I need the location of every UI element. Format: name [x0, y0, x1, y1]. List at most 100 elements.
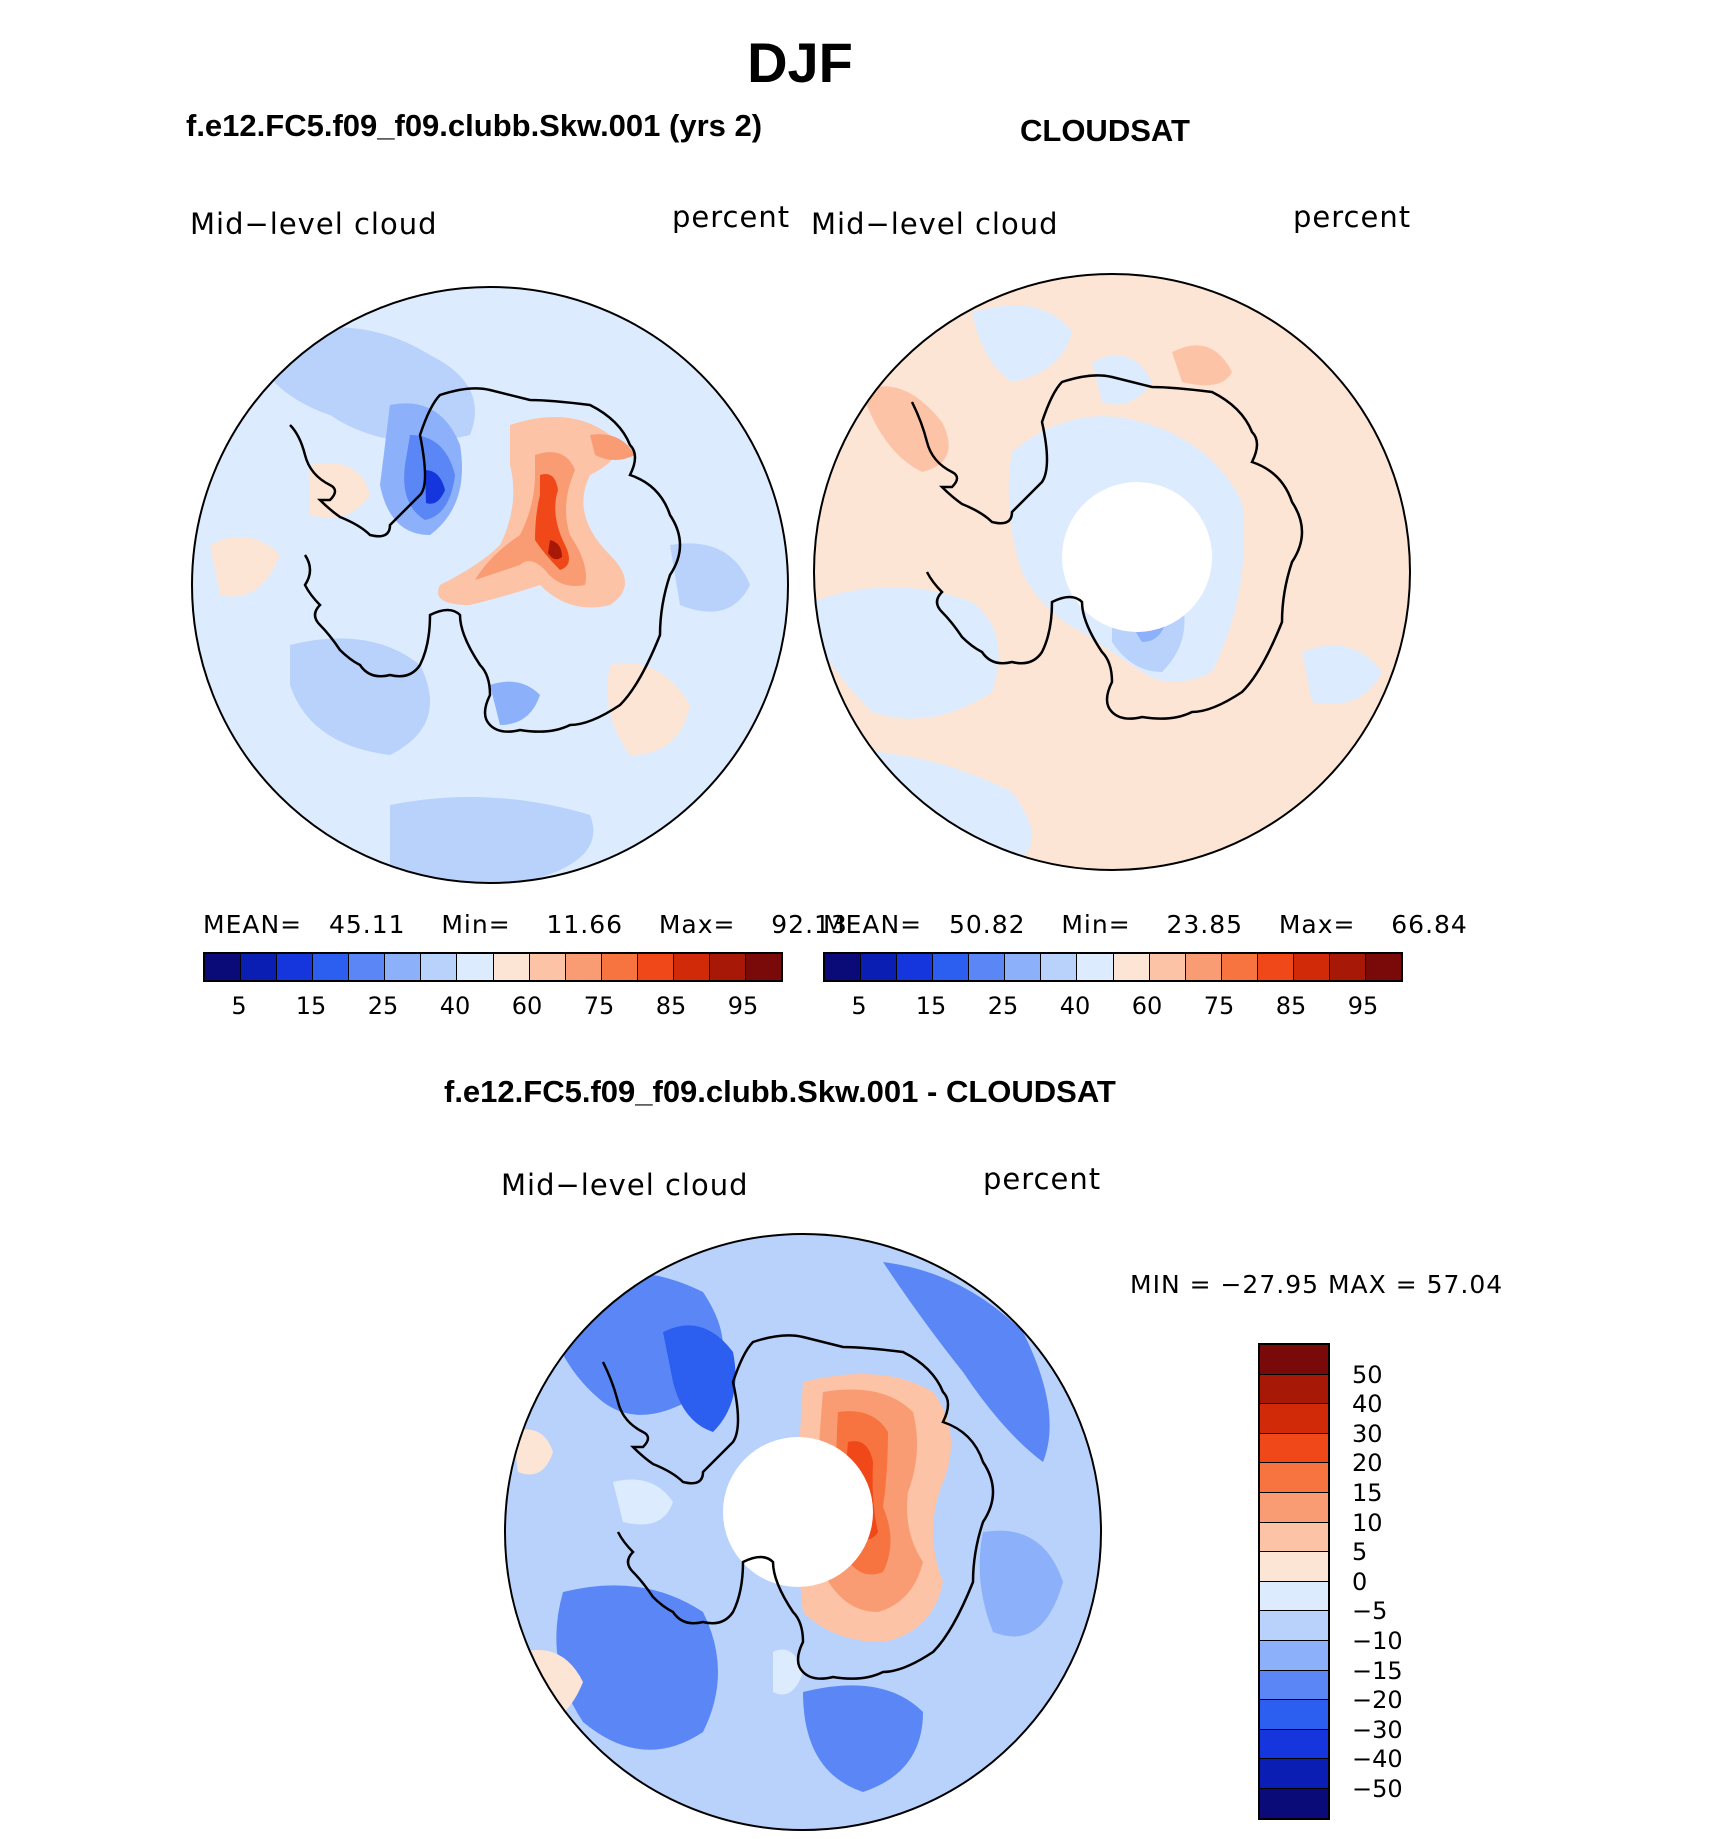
colorbar-tick-label: 15 — [1352, 1479, 1383, 1507]
colorbar-swatch — [1260, 1759, 1328, 1789]
colorbar-swatch — [861, 954, 898, 980]
colorbar-tick-label: 15 — [915, 992, 947, 1020]
model-panel-title: f.e12.FC5.f09_f09.clubb.Skw.001 (yrs 2) — [186, 108, 763, 143]
obs-polar-map — [813, 273, 1411, 871]
colorbar-swatch — [709, 954, 746, 980]
obs-panel-title: CLOUDSAT — [1020, 113, 1190, 148]
colorbar-tick-label: 75 — [583, 992, 615, 1020]
colorbar-swatch — [205, 954, 242, 980]
obs-colorbar — [823, 952, 1403, 982]
colorbar-swatch — [1365, 954, 1401, 980]
colorbar-tick-label: 50 — [1352, 1360, 1383, 1389]
diff-minmax: MIN = −27.95 MAX = 57.04 — [1130, 1270, 1504, 1299]
model-mean-value: 45.11 — [328, 910, 406, 939]
colorbar-swatch — [1257, 954, 1294, 980]
obs-stats: MEAN= 50.82 Min= 23.85 Max= 66.84 — [823, 910, 1468, 939]
model-polar-map — [191, 286, 789, 884]
colorbar-tick-label: 25 — [987, 992, 1019, 1020]
colorbar-swatch — [1329, 954, 1366, 980]
colorbar-swatch — [745, 954, 781, 980]
figure-title: DJF — [747, 31, 853, 94]
obs-mean-value: 50.82 — [948, 910, 1026, 939]
colorbar-swatch — [493, 954, 530, 980]
colorbar-swatch — [933, 954, 970, 980]
obs-max-label: Max= — [1278, 910, 1356, 939]
colorbar-swatch — [1077, 954, 1114, 980]
colorbar-swatch — [1185, 954, 1222, 980]
colorbar-tick-label: 15 — [295, 992, 327, 1020]
colorbar-swatch — [421, 954, 458, 980]
colorbar-swatch — [241, 954, 278, 980]
model-colorbar — [203, 952, 783, 982]
colorbar-tick-label: 95 — [1347, 992, 1379, 1020]
model-colorbar-labels: 5 15 25 40 60 75 85 95 — [203, 992, 779, 1022]
colorbar-swatch — [673, 954, 710, 980]
colorbar-tick-label: −5 — [1352, 1597, 1388, 1626]
model-min-label: Min= — [441, 910, 511, 939]
colorbar-tick-label: 25 — [367, 992, 399, 1020]
colorbar-swatch — [601, 954, 638, 980]
diff-polar-map — [504, 1233, 1102, 1831]
colorbar-tick-label: 5 — [231, 992, 247, 1020]
colorbar-swatch — [1005, 954, 1042, 980]
obs-colorbar-labels: 5 15 25 40 60 75 85 95 — [823, 992, 1399, 1022]
colorbar-tick-label: 5 — [1352, 1538, 1368, 1567]
colorbar-swatch — [825, 954, 862, 980]
colorbar-tick-label: 30 — [1352, 1419, 1383, 1448]
colorbar-swatch — [277, 954, 314, 980]
model-stats: MEAN= 45.11 Min= 11.66 Max= 92.13 — [203, 910, 848, 939]
colorbar-tick-label: 0 — [1352, 1567, 1368, 1596]
colorbar-swatch — [1260, 1522, 1328, 1553]
colorbar-swatch — [1260, 1345, 1328, 1375]
colorbar-swatch — [1260, 1670, 1328, 1701]
colorbar-swatch — [457, 954, 494, 980]
colorbar-swatch — [1260, 1433, 1328, 1464]
colorbar-swatch — [1260, 1611, 1328, 1641]
colorbar-tick-label: −10 — [1352, 1627, 1403, 1655]
colorbar-swatch — [1260, 1640, 1328, 1671]
colorbar-tick-label: −30 — [1352, 1715, 1403, 1744]
colorbar-swatch — [1260, 1581, 1328, 1612]
obs-variable-label: Mid−level cloud — [811, 207, 1059, 241]
colorbar-swatch — [1293, 954, 1330, 980]
colorbar-tick-label: 10 — [1352, 1508, 1383, 1537]
colorbar-tick-label: −50 — [1352, 1775, 1403, 1803]
colorbar-swatch — [969, 954, 1006, 980]
colorbar-swatch — [897, 954, 934, 980]
colorbar-swatch — [385, 954, 422, 980]
colorbar-tick-label: 85 — [1275, 992, 1307, 1020]
colorbar-swatch — [1149, 954, 1186, 980]
model-mean-label: MEAN= — [203, 910, 303, 939]
colorbar-swatch — [349, 954, 386, 980]
colorbar-tick-label: 60 — [1131, 992, 1163, 1020]
colorbar-swatch — [1260, 1552, 1328, 1582]
obs-min-label: Min= — [1061, 910, 1131, 939]
colorbar-swatch — [1260, 1700, 1328, 1730]
colorbar-swatch — [529, 954, 566, 980]
obs-mean-label: MEAN= — [823, 910, 923, 939]
colorbar-tick-label: 95 — [727, 992, 759, 1020]
colorbar-swatch — [1260, 1463, 1328, 1493]
diff-colorbar — [1258, 1343, 1330, 1820]
colorbar-tick-label: 20 — [1352, 1449, 1383, 1478]
colorbar-tick-label: 5 — [851, 992, 867, 1020]
colorbar-swatch — [1260, 1729, 1328, 1760]
colorbar-tick-label: −15 — [1352, 1656, 1403, 1685]
colorbar-swatch — [1113, 954, 1150, 980]
colorbar-tick-label: 85 — [655, 992, 687, 1020]
colorbar-swatch — [1260, 1374, 1328, 1405]
colorbar-swatch — [313, 954, 350, 980]
diff-panel-title: f.e12.FC5.f09_f09.clubb.Skw.001 - CLOUDS… — [444, 1074, 1116, 1109]
colorbar-swatch — [637, 954, 674, 980]
colorbar-tick-label: −40 — [1352, 1745, 1403, 1774]
diff-variable-label: Mid−level cloud — [501, 1168, 749, 1202]
obs-units-label: percent — [1293, 200, 1412, 234]
colorbar-tick-label: 40 — [1059, 992, 1091, 1020]
colorbar-swatch — [1221, 954, 1258, 980]
obs-max-value: 66.84 — [1391, 910, 1468, 939]
colorbar-tick-label: 75 — [1203, 992, 1235, 1020]
colorbar-swatch — [565, 954, 602, 980]
model-min-value: 11.66 — [546, 910, 624, 939]
colorbar-swatch — [1260, 1404, 1328, 1434]
colorbar-tick-label: −20 — [1352, 1686, 1403, 1715]
